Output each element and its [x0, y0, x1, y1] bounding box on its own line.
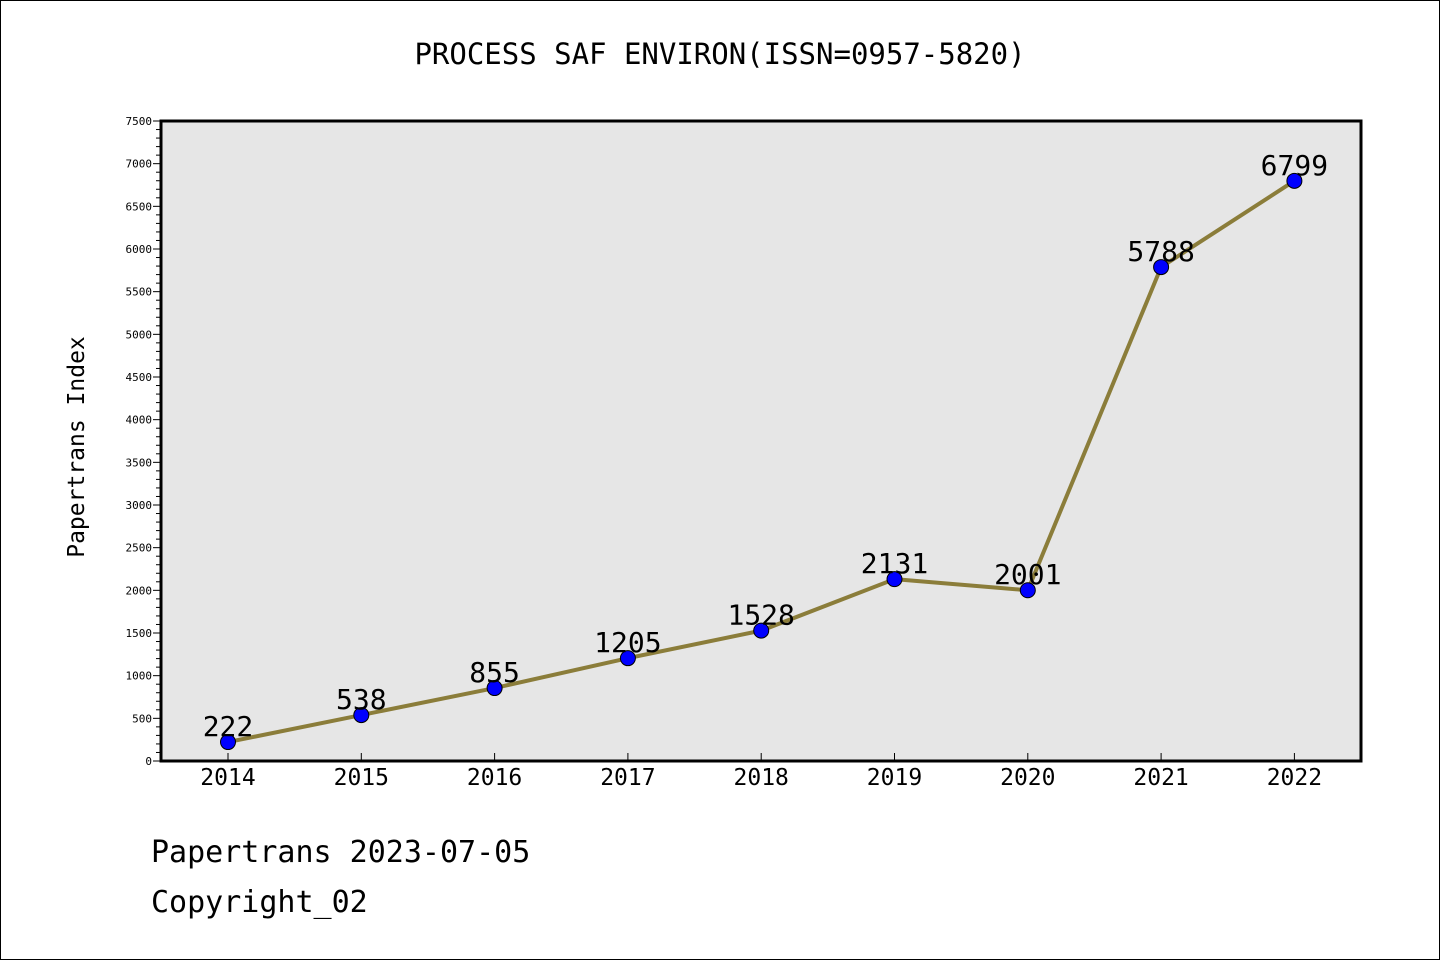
- y-tick-label: 0: [145, 755, 152, 768]
- x-tick-label: 2016: [467, 765, 522, 791]
- y-tick-label: 3500: [126, 456, 153, 469]
- y-tick-label: 1500: [126, 627, 153, 640]
- plot-area: [161, 121, 1361, 761]
- x-tick-label: 2021: [1133, 765, 1188, 791]
- footer-date: Papertrans 2023-07-05: [151, 835, 531, 870]
- data-point: [220, 734, 236, 751]
- data-label: 6799: [1261, 149, 1328, 182]
- y-tick-label: 2500: [126, 542, 153, 555]
- chart-title: PROCESS SAF ENVIRON(ISSN=0957-5820): [414, 37, 1026, 71]
- y-tick-label: 5500: [126, 286, 153, 299]
- data-label: 1528: [727, 599, 794, 632]
- y-axis: 0 500 1000 1500 2000 2500 3000 3500 4000 4500 5000…: [126, 115, 161, 768]
- y-tick-label: 6000: [126, 243, 153, 256]
- data-label: 2001: [994, 558, 1061, 591]
- data-point: [486, 680, 503, 697]
- y-tick-label: 1000: [126, 670, 153, 683]
- y-tick-label: 3000: [126, 499, 153, 512]
- y-tick-label: 6500: [126, 200, 153, 213]
- data-point: [1153, 259, 1170, 276]
- x-tick-label: 2014: [200, 765, 255, 791]
- data-label: 855: [469, 656, 520, 689]
- x-tick-label: 2018: [734, 765, 789, 791]
- y-tick-label: 5000: [126, 328, 153, 341]
- data-point: [1019, 582, 1036, 599]
- data-label: 2131: [861, 547, 928, 580]
- data-label: 1205: [594, 626, 661, 659]
- data-point: [619, 650, 636, 667]
- data-point: [1286, 172, 1303, 189]
- y-tick-label: 4500: [126, 371, 153, 384]
- series-line-group: 222 538 855 1205 1528 2131 2001 5788 6799: [203, 149, 1328, 751]
- x-tick-label: 2019: [867, 765, 922, 791]
- data-point: [886, 571, 903, 588]
- footer-copyright: Copyright_02: [151, 885, 368, 920]
- data-label: 538: [336, 683, 387, 716]
- x-tick-label: 2022: [1267, 765, 1322, 791]
- data-point: [353, 707, 370, 724]
- x-tick-label: 2020: [1000, 765, 1055, 791]
- data-label: 222: [203, 710, 254, 743]
- x-tick-label: 2017: [600, 765, 655, 791]
- x-axis: 2014 2015 2016 2017 2018 2019 2020 2021 2022: [200, 753, 1322, 791]
- y-tick-label: 2000: [126, 584, 153, 597]
- y-tick-label: 7000: [126, 158, 153, 171]
- data-point: [753, 622, 770, 639]
- y-tick-label: 7500: [126, 115, 153, 128]
- y-tick-label: 500: [132, 712, 152, 725]
- plot-frame: [159, 119, 1363, 763]
- data-label: 5788: [1127, 235, 1194, 268]
- x-tick-label: 2015: [334, 765, 389, 791]
- y-tick-label: 4000: [126, 414, 153, 427]
